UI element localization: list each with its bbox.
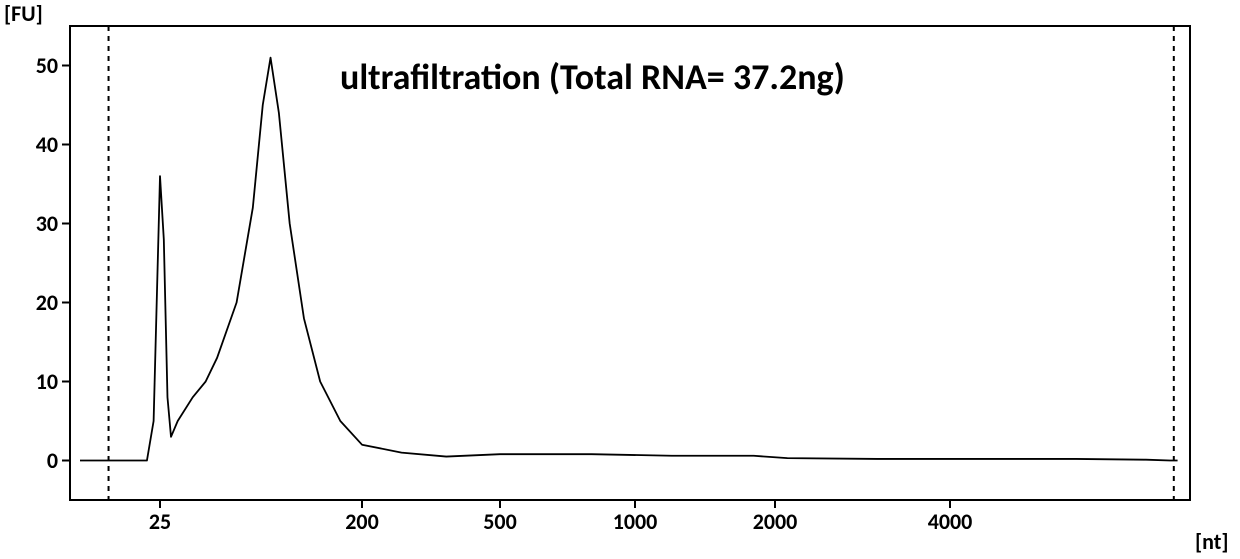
x-axis-title: [nt] (1195, 528, 1229, 555)
y-tick-label: 10 (36, 368, 58, 395)
electropherogram-chart: [FU] [nt] ultrafiltration (Total RNA= 37… (0, 0, 1240, 559)
x-tick-label: 500 (470, 508, 530, 535)
y-tick-label: 30 (36, 210, 58, 237)
y-tick-label: 20 (36, 289, 58, 316)
x-tick-label: 200 (332, 508, 392, 535)
x-tick-label: 4000 (920, 508, 980, 535)
y-tick-label: 40 (36, 131, 58, 158)
x-tick-label: 25 (130, 508, 190, 535)
x-tick-label: 2000 (745, 508, 805, 535)
y-tick-label: 50 (36, 52, 58, 79)
y-tick-label: 0 (47, 447, 58, 474)
y-axis-title: [FU] (4, 0, 43, 27)
chart-title: ultrafiltration (Total RNA= 37.2ng) (340, 55, 845, 99)
x-tick-label: 1000 (605, 508, 665, 535)
